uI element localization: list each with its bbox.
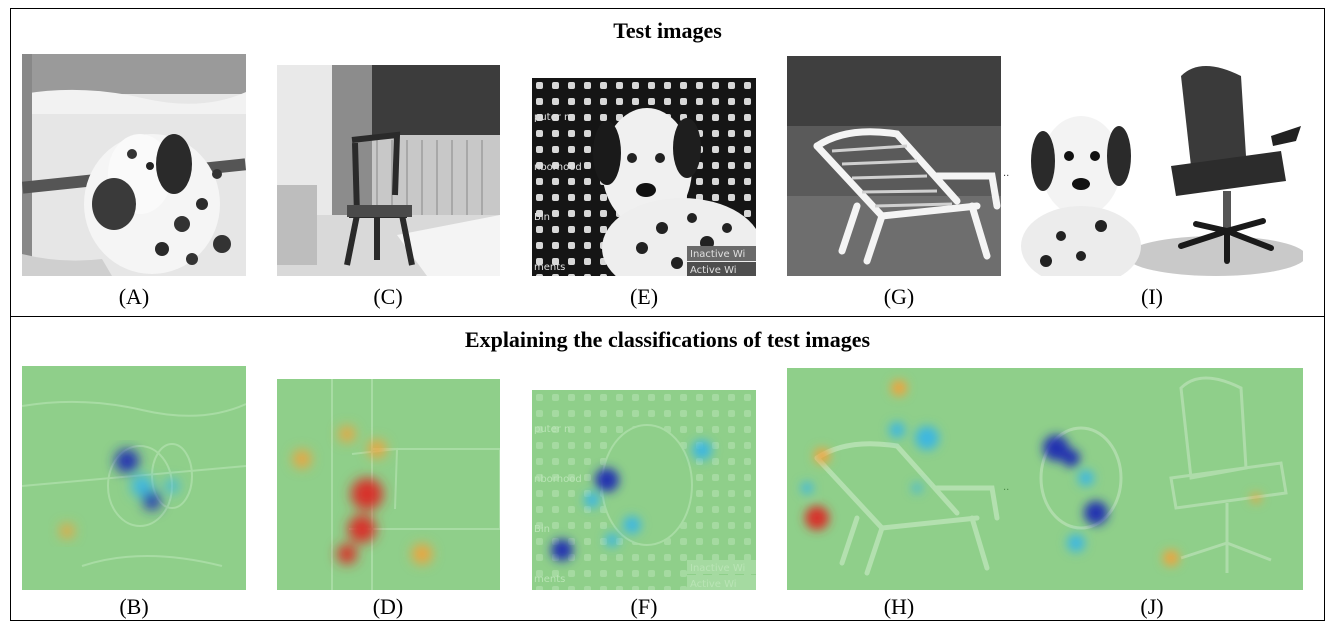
test-image-c — [277, 65, 500, 276]
overlay-text-1: puter n — [534, 112, 570, 123]
heatmap-f-image: puter n nborhood Bin ments Inactive Wi A… — [532, 390, 756, 590]
caption-f: (F) — [630, 594, 658, 619]
caption-g: (G) — [883, 284, 915, 309]
caption-d: (D) — [372, 594, 404, 619]
heatmap-overlay-text-5: Inactive Wi — [690, 563, 745, 574]
overlay-text-5: Inactive Wi — [690, 249, 745, 260]
caption-h: (H) — [883, 594, 915, 619]
overlay-text-4: ments — [534, 262, 565, 273]
heatmap-b — [22, 366, 246, 590]
heatmap-overlay-text-1: puter n — [534, 424, 570, 435]
overlay-text-3: Bin — [534, 212, 550, 223]
test-image-a — [22, 54, 246, 276]
caption-j: (J) — [1140, 594, 1164, 619]
dalmatian-office-chair-image: .. — [1001, 56, 1303, 276]
section-divider — [10, 316, 1325, 317]
dalmatian-snow-image — [22, 54, 246, 276]
test-image-i: .. — [1001, 56, 1303, 276]
test-image-e: puter n nborhood Bin ments Inactive Wi A… — [532, 78, 756, 276]
heatmap-f: puter n nborhood Bin ments Inactive Wi A… — [532, 390, 756, 590]
heatmap-overlay-text-4: ments — [534, 574, 565, 585]
caption-c: (C) — [373, 284, 403, 309]
explanations-title: Explaining the classifications of test i… — [464, 327, 871, 352]
heatmap-overlay-text-2: nborhood — [534, 474, 582, 485]
caption-i: (I) — [1141, 284, 1163, 309]
heatmap-h — [787, 368, 1011, 590]
heatmap-j-image: .. — [1001, 368, 1303, 590]
overlay-text-6: Active Wi — [690, 265, 737, 276]
heatmap-overlay-text-3: Bin — [534, 524, 550, 535]
svg-text:..: .. — [1003, 168, 1009, 179]
caption-e: (E) — [629, 284, 659, 309]
heatmap-d-image — [277, 379, 500, 590]
test-image-g — [787, 56, 1011, 276]
heatmap-overlay-text-6: Active Wi — [690, 579, 737, 590]
overlay-text-2: nborhood — [534, 162, 582, 173]
heatmap-d — [277, 379, 500, 590]
test-images-title: Test images — [613, 18, 722, 43]
dalmatian-screen-image: puter n nborhood Bin ments Inactive Wi A… — [532, 78, 756, 276]
heatmap-h-image — [787, 368, 1011, 590]
heatmap-j: .. — [1001, 368, 1303, 590]
lawn-chair-image — [787, 56, 1011, 276]
svg-text:..: .. — [1003, 482, 1009, 493]
caption-b: (B) — [119, 594, 149, 619]
caption-a: (A) — [118, 284, 150, 309]
wooden-chair-image — [277, 65, 500, 276]
heatmap-b-image — [22, 366, 246, 590]
figure-frame — [10, 8, 1325, 621]
